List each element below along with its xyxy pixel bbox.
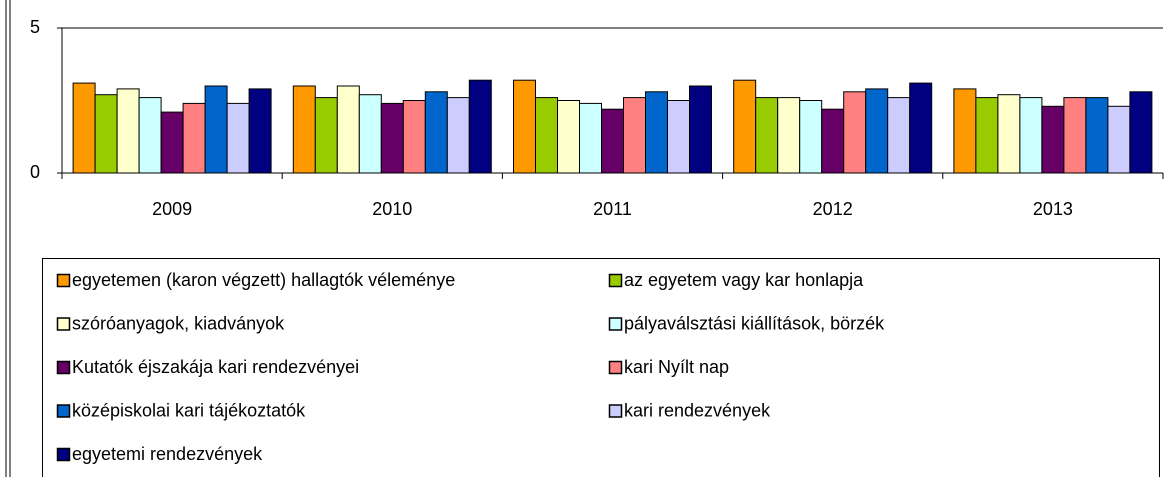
- bar: [623, 97, 646, 174]
- bar: [292, 85, 316, 174]
- legend-label: az egyetem vagy kar honlapja: [624, 270, 864, 290]
- bar: [182, 102, 206, 174]
- bar: [72, 82, 96, 174]
- bar: [579, 102, 602, 174]
- x-tick-label: 2013: [1033, 199, 1073, 219]
- bar: [358, 94, 382, 174]
- bar: [645, 91, 668, 174]
- legend-label: egyetemi rendezvények: [72, 444, 263, 464]
- legend-swatch: [56, 317, 71, 331]
- bar: [535, 97, 558, 174]
- bar: [799, 100, 823, 174]
- bar: [953, 88, 977, 174]
- legend-swatch: [56, 360, 71, 375]
- bar: [138, 97, 162, 174]
- legend-swatch: [56, 404, 71, 418]
- bar: [997, 94, 1021, 174]
- legend-swatch: [608, 404, 623, 418]
- y-tick-label: 5: [30, 17, 40, 37]
- bar: [314, 97, 338, 174]
- bar: [336, 85, 360, 174]
- legend-label: Kutatók éjszakája kari rendezvényei: [72, 357, 359, 377]
- legend-swatch: [56, 273, 71, 288]
- bar: [468, 79, 492, 174]
- legend-swatch: [608, 317, 623, 331]
- bar: [513, 79, 536, 174]
- bar: [160, 111, 184, 174]
- bar: [1063, 97, 1087, 174]
- bar: [777, 97, 801, 174]
- legend-swatch: [56, 447, 71, 462]
- bar: [755, 97, 779, 174]
- bar: [865, 88, 889, 174]
- bar: [380, 102, 404, 174]
- legend-label: egyetemen (karon végzett) hallagtók véle…: [72, 270, 455, 290]
- bar: [204, 85, 228, 174]
- bar: [557, 100, 580, 174]
- x-tick-label: 2009: [152, 199, 192, 219]
- bar: [1107, 105, 1131, 174]
- bar: [821, 108, 845, 174]
- legend-label: kari rendezvények: [624, 400, 771, 420]
- legend-swatch: [608, 273, 623, 288]
- legend-label: kari Nyílt nap: [624, 357, 729, 377]
- bar: [116, 88, 140, 174]
- x-tick-label: 2012: [813, 199, 853, 219]
- bar: [843, 91, 867, 174]
- bar: [446, 97, 470, 174]
- bar: [248, 88, 272, 174]
- legend-label: szóróanyagok, kiadványok: [72, 313, 285, 333]
- bar: [1085, 97, 1109, 174]
- bar: [909, 82, 933, 174]
- legend-label: középiskolai kari tájékoztatók: [72, 400, 306, 420]
- bar: [975, 97, 999, 174]
- bar: [887, 97, 911, 174]
- legend-swatch: [608, 360, 623, 375]
- bar: [733, 79, 757, 174]
- bar: [601, 108, 624, 174]
- bar: [689, 85, 712, 174]
- bar: [226, 102, 250, 174]
- bar: [94, 94, 118, 174]
- bar: [1041, 105, 1065, 174]
- y-tick-label: 0: [30, 162, 40, 182]
- bar: [1129, 91, 1153, 174]
- bar: [667, 100, 690, 174]
- x-tick-label: 2011: [593, 199, 632, 219]
- legend-box: [42, 258, 1160, 477]
- bar: [1019, 97, 1043, 174]
- x-tick-label: 2010: [372, 199, 412, 219]
- bar: [402, 100, 426, 174]
- bar: [424, 91, 448, 174]
- legend-label: pályaválsztási kiállítások, börzék: [624, 313, 885, 333]
